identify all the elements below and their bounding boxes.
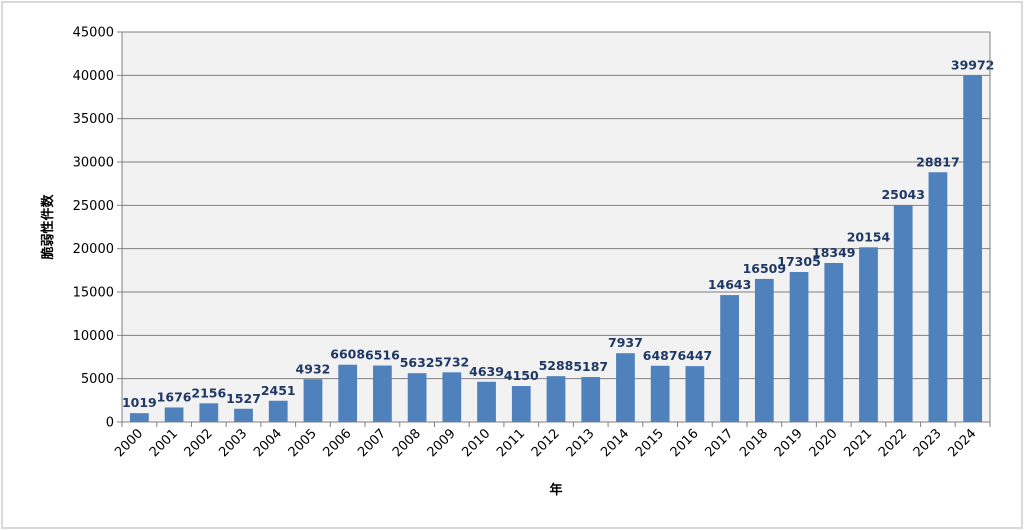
bar — [789, 272, 809, 422]
x-tick-label: 2008 — [390, 426, 424, 460]
y-tick-label: 10000 — [73, 329, 114, 344]
bar — [234, 408, 253, 422]
data-label: 6487 — [643, 348, 678, 363]
bar — [685, 366, 705, 422]
data-label: 28817 — [916, 154, 960, 169]
x-tick-label: 2022 — [876, 426, 910, 460]
gridlines — [122, 74, 990, 380]
x-tick-label: 2013 — [564, 426, 598, 460]
data-label: 1527 — [226, 391, 261, 406]
y-axis-title: 脆弱性件数 — [40, 194, 56, 261]
x-tick-label: 2014 — [598, 426, 632, 460]
x-tick-label: 2024 — [945, 426, 979, 460]
bar — [650, 365, 670, 422]
data-label: 1019 — [122, 395, 157, 410]
bar — [407, 373, 427, 422]
y-tick-label: 25000 — [73, 199, 114, 214]
data-label: 5732 — [434, 354, 469, 369]
x-tick-label: 2012 — [529, 426, 563, 460]
x-tick-label: 2018 — [737, 426, 771, 460]
bar — [754, 278, 774, 422]
bar — [268, 400, 288, 422]
x-tick-label: 2005 — [286, 426, 320, 460]
y-tick-label: 35000 — [73, 112, 114, 127]
x-tick-label: 2001 — [147, 426, 181, 460]
data-label: 4639 — [469, 364, 504, 379]
bar — [477, 381, 496, 422]
bar — [373, 365, 392, 422]
x-tick-label: 2002 — [182, 426, 216, 460]
data-label: 4932 — [296, 361, 331, 376]
x-tick-label: 2016 — [668, 426, 702, 460]
data-label: 6447 — [677, 348, 712, 363]
data-label: 5632 — [400, 355, 435, 370]
bar — [581, 377, 601, 422]
bar — [859, 247, 878, 422]
bar — [928, 172, 948, 422]
bar — [616, 353, 635, 422]
bar — [511, 386, 531, 422]
data-label: 4150 — [504, 368, 539, 383]
y-tick-label: 30000 — [73, 156, 114, 171]
bar — [824, 262, 844, 422]
x-tick-label: 2019 — [772, 426, 806, 460]
data-label: 7937 — [608, 335, 643, 350]
x-tick-label: 2017 — [702, 426, 736, 460]
bars — [129, 75, 983, 423]
x-tick-label: 2020 — [807, 426, 841, 460]
bar — [963, 75, 983, 423]
x-axis-title: 年 — [549, 482, 562, 498]
data-label: 2156 — [191, 385, 226, 400]
data-label: 25043 — [881, 187, 925, 202]
data-label: 16509 — [743, 261, 787, 276]
y-tick-label: 15000 — [73, 286, 114, 301]
x-tick-label: 2021 — [841, 426, 875, 460]
plot-border — [121, 31, 991, 423]
data-label: 2451 — [261, 383, 296, 398]
x-tick-label: 2023 — [911, 426, 945, 460]
bar — [442, 372, 462, 422]
y-tick-label: 20000 — [73, 242, 114, 257]
y-tick-label: 5000 — [81, 372, 114, 387]
y-tick-label: 45000 — [73, 26, 114, 41]
data-label: 17305 — [777, 254, 821, 269]
bar — [546, 376, 566, 422]
plot-area — [122, 32, 990, 422]
data-label: 5288 — [539, 358, 574, 373]
bar — [303, 379, 323, 422]
bar — [720, 295, 739, 422]
data-label: 5187 — [573, 359, 608, 374]
bar — [199, 403, 219, 422]
x-axis-ticks: 2000 2001 2002 2003 2004 2005 2006 2007 2008 2009… — [112, 422, 991, 460]
x-tick-label: 2010 — [459, 426, 493, 460]
x-tick-label: 2004 — [251, 426, 285, 460]
x-tick-label: 2007 — [355, 426, 389, 460]
y-tick-label: 40000 — [73, 69, 114, 84]
x-tick-label: 2006 — [321, 426, 355, 460]
x-tick-label: 2009 — [425, 426, 459, 460]
data-label: 20154 — [847, 229, 891, 244]
data-label: 39972 — [951, 58, 995, 73]
y-tick-label: 0 — [106, 416, 114, 431]
data-label: 6516 — [365, 348, 400, 363]
data-label: 14643 — [708, 277, 752, 292]
y-axis-ticks: 0 5000 10000 15000 20000 25000 30000 35000 40000… — [73, 26, 122, 431]
data-label: 6608 — [330, 347, 365, 362]
bar — [338, 364, 358, 422]
x-tick-label: 2003 — [216, 426, 250, 460]
x-tick-label: 2000 — [112, 426, 146, 460]
bar — [893, 204, 913, 422]
bar — [129, 413, 149, 422]
bar — [164, 407, 184, 422]
data-label: 1676 — [157, 389, 192, 404]
x-tick-label: 2015 — [633, 426, 667, 460]
data-label: 18349 — [812, 245, 856, 260]
x-tick-label: 2011 — [494, 426, 528, 460]
